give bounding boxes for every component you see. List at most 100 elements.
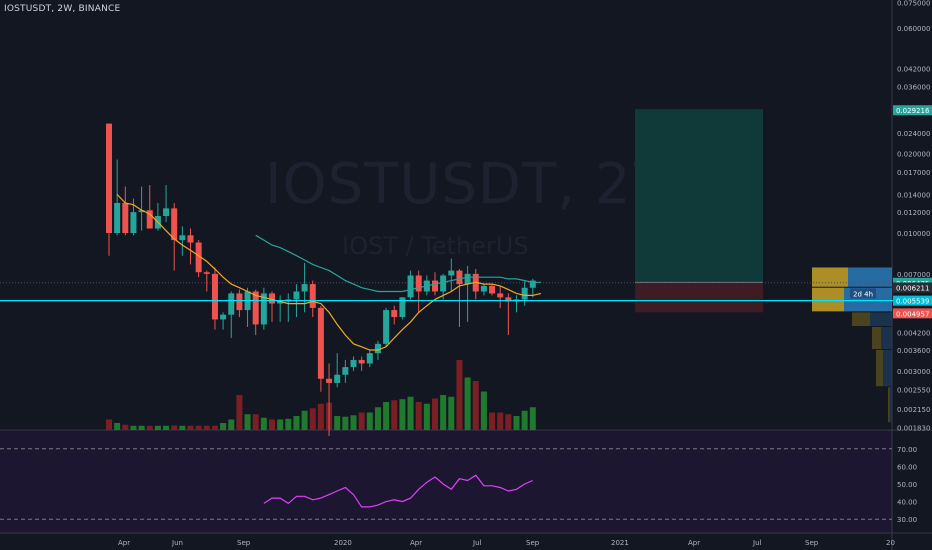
candle-body <box>464 273 471 285</box>
price-badge-label: 0.029216 <box>896 107 930 115</box>
candle-body <box>358 359 365 364</box>
position-loss-zone <box>635 282 763 313</box>
volume-bar <box>106 419 112 430</box>
rsi-tick-label: 30.00 <box>897 516 917 524</box>
y-tick-label: 0.001830 <box>897 424 930 432</box>
volume-bar <box>228 419 235 430</box>
volume-bar <box>277 419 284 430</box>
candle-body <box>220 314 227 320</box>
candle-body <box>187 235 194 243</box>
volume-bar <box>203 425 210 430</box>
volume-bar <box>130 425 137 430</box>
volume-bar <box>497 412 504 430</box>
volume-bar <box>269 419 275 430</box>
candle-body <box>383 310 390 344</box>
y-tick-label: 0.024000 <box>897 130 930 138</box>
volume-bar <box>464 377 471 430</box>
volume-bar <box>114 423 121 430</box>
volume-bar <box>350 415 357 430</box>
volume-bar <box>358 412 365 430</box>
volume-bar <box>529 407 536 430</box>
volume-bar <box>211 425 218 430</box>
volume-bar <box>366 412 373 430</box>
x-tick-label: 2020 <box>334 539 352 547</box>
x-tick-label: Jun <box>171 539 183 547</box>
volume-profile-down <box>888 387 890 423</box>
watermark-description: IOST / TetherUS <box>342 232 529 260</box>
x-tick-label: Sep <box>237 539 251 547</box>
candle-body <box>106 123 112 233</box>
volume-bar <box>391 400 398 430</box>
price-badge-label: 0.006211 <box>896 285 929 293</box>
volume-bar <box>480 391 487 430</box>
candle-body <box>138 210 145 213</box>
volume-bar <box>122 424 129 430</box>
y-tick-label: 0.042000 <box>897 66 930 74</box>
volume-bar <box>260 417 267 430</box>
y-tick-label: 0.014000 <box>897 191 930 199</box>
volume-bar <box>220 423 227 430</box>
y-tick-label: 0.002550 <box>897 386 930 394</box>
volume-profile-down <box>852 312 870 327</box>
y-tick-label: 0.003600 <box>897 347 930 355</box>
y-tick-label: 0.036000 <box>897 83 930 91</box>
x-tick-label: Apr <box>118 539 130 547</box>
volume-bar <box>252 414 259 430</box>
volume-profile-down <box>872 327 881 349</box>
volume-bar <box>187 425 194 430</box>
volume-bar <box>195 425 202 430</box>
candle-body <box>456 270 463 285</box>
rsi-tick-label: 40.00 <box>897 499 917 507</box>
volume-profile-up <box>883 349 892 387</box>
volume-bar <box>317 403 324 430</box>
candle-body <box>399 297 406 318</box>
countdown-label: 2d 4h <box>853 290 873 298</box>
x-tick-label: Sep <box>526 539 540 547</box>
rsi-tick-label: 50.00 <box>897 481 917 489</box>
y-tick-label: 0.012000 <box>897 209 930 217</box>
volume-bar <box>489 412 496 430</box>
candle-body <box>497 293 504 298</box>
countdown-badge <box>850 288 876 299</box>
candle-body <box>269 293 275 304</box>
volume-bar <box>301 410 308 430</box>
y-tick-label: 0.017000 <box>897 169 930 177</box>
volume-bar <box>138 425 145 430</box>
y-tick-label: 0.060000 <box>897 25 930 33</box>
chart-title: IOSTUSDT, 2W, BINANCE <box>4 4 121 14</box>
candle-body <box>277 301 284 304</box>
volume-profile-up <box>889 387 892 423</box>
candle-body <box>293 291 300 300</box>
candle-body <box>260 293 267 325</box>
candle-body <box>211 273 218 320</box>
x-tick-label: Sep <box>805 539 819 547</box>
candle-body <box>122 202 129 233</box>
volume-bar <box>423 403 430 430</box>
x-tick-label: Jul <box>472 539 482 547</box>
volume-bar <box>342 416 349 430</box>
volume-bar <box>154 425 161 430</box>
price-badge <box>893 308 932 319</box>
x-tick-label: 20 <box>886 539 895 547</box>
volume-bar <box>415 402 422 430</box>
candle-body <box>146 210 153 229</box>
candle-body <box>448 270 455 276</box>
x-tick-label: Apr <box>410 539 422 547</box>
volume-bar <box>179 425 186 430</box>
candle-body <box>415 275 422 292</box>
candle-body <box>521 287 528 300</box>
volume-bar <box>440 395 447 430</box>
volume-bar <box>334 416 341 430</box>
volume-bar <box>244 414 251 430</box>
y-tick-label: 0.075000 <box>897 0 930 7</box>
x-tick-label: Apr <box>688 539 700 547</box>
volume-bar <box>171 425 178 430</box>
candle-body <box>505 297 512 302</box>
volume-bar <box>236 395 243 430</box>
volume-profile-down <box>876 349 884 387</box>
volume-bar <box>163 425 170 430</box>
candle-body <box>334 374 341 383</box>
volume-bar <box>374 407 381 430</box>
volume-bar <box>448 396 455 430</box>
